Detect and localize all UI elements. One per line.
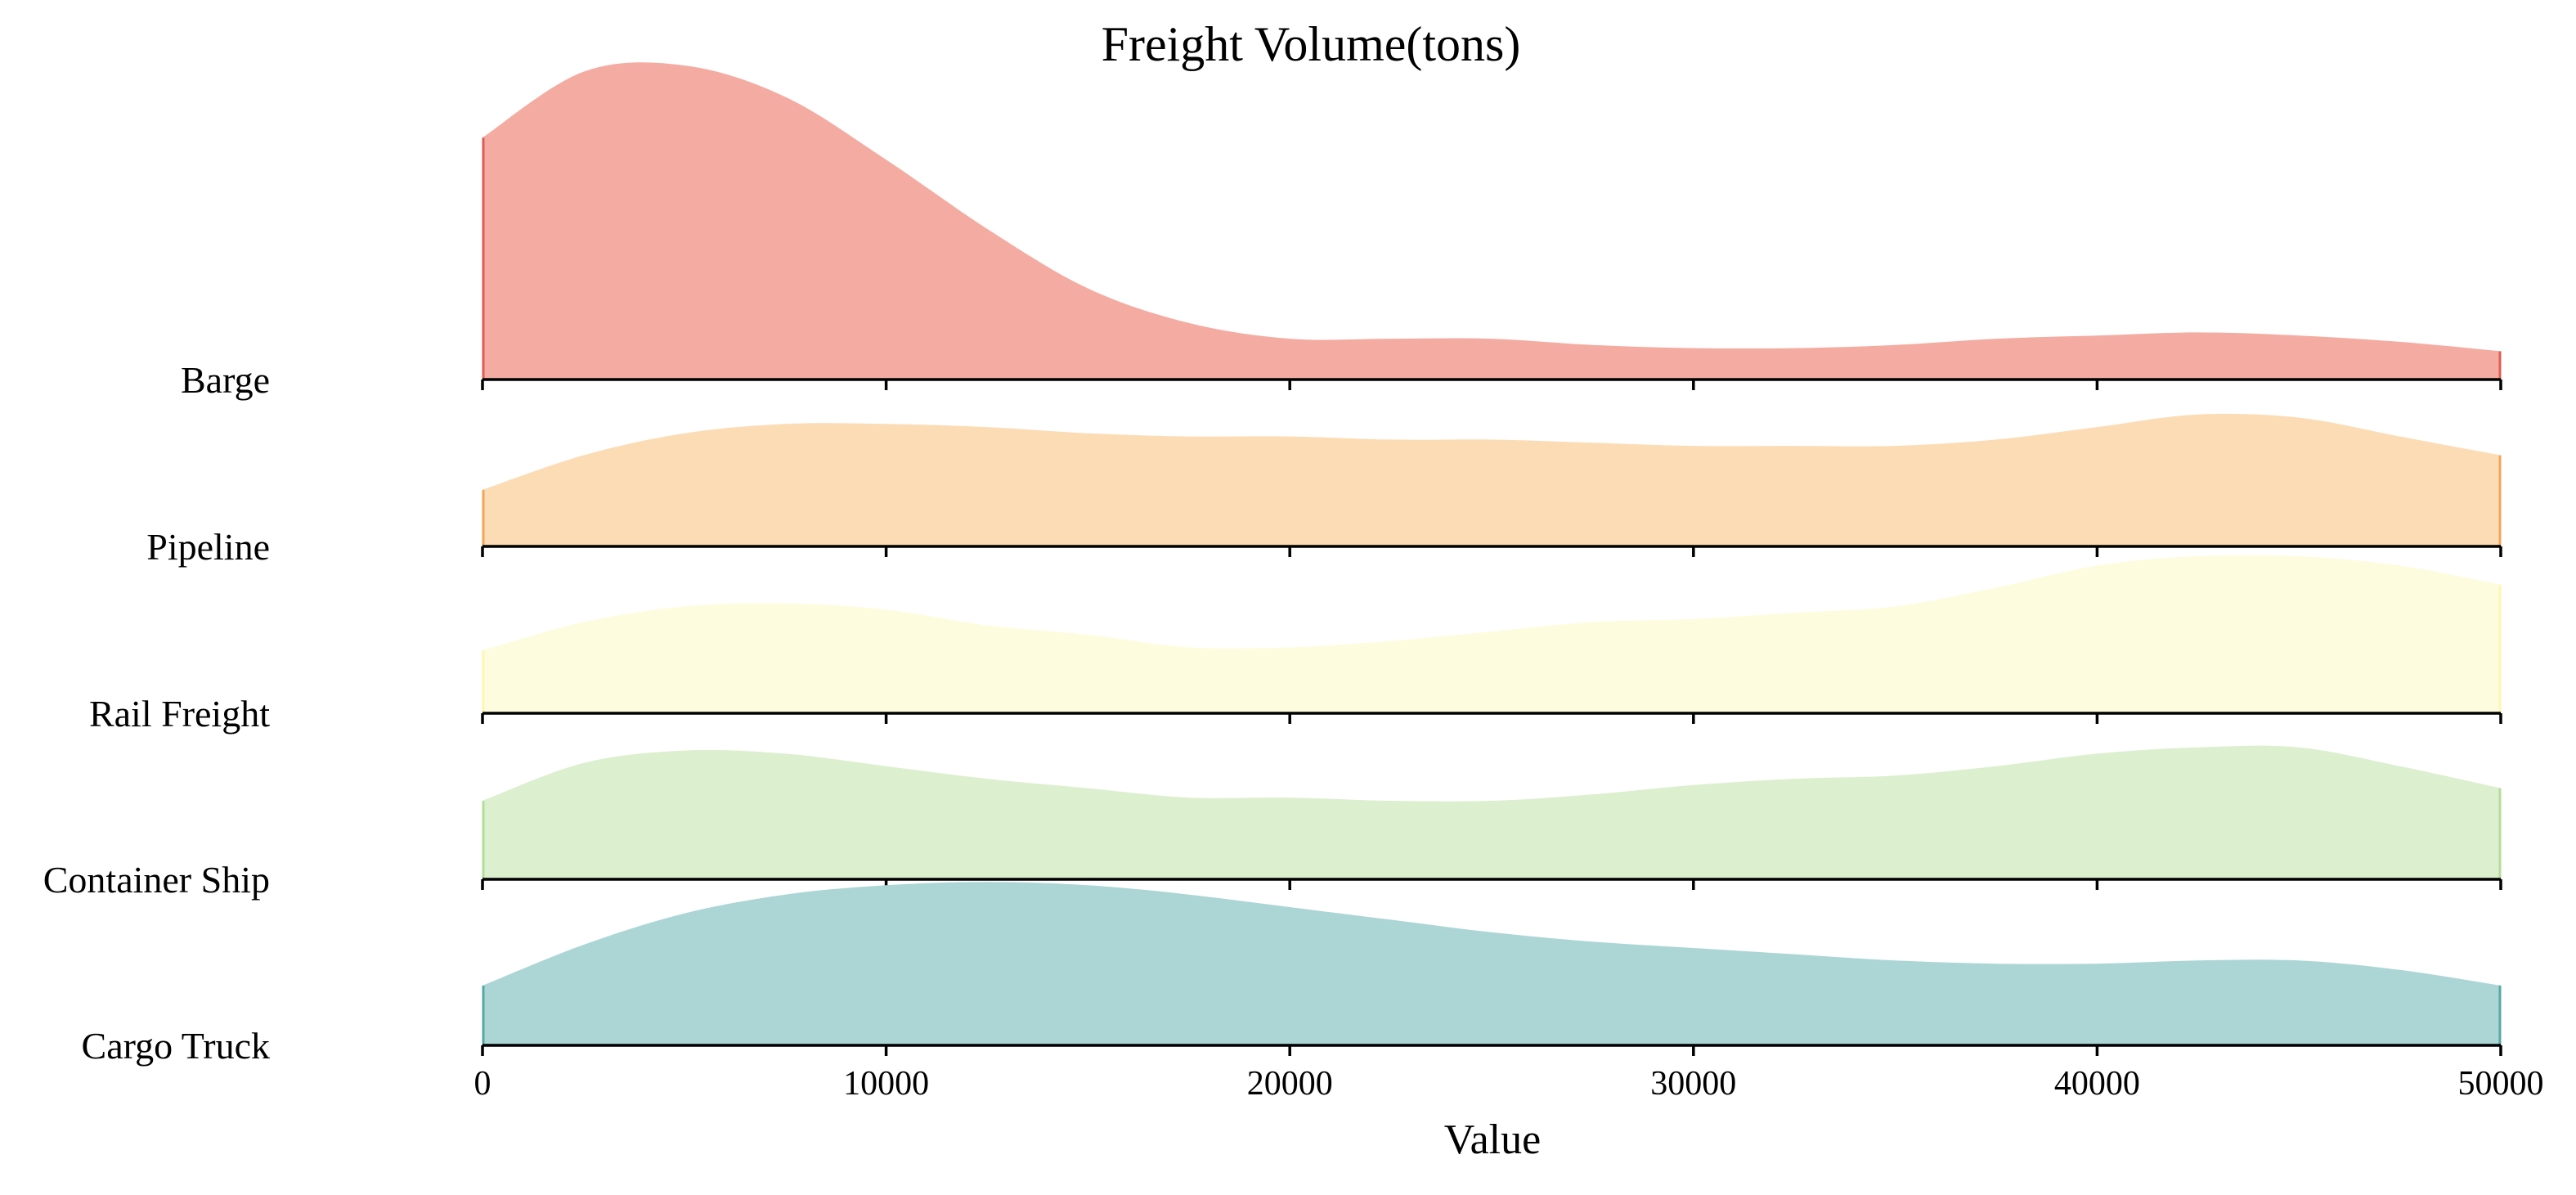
ridge-area-pipeline [482, 413, 2501, 546]
row-label-rail-freight: Rail Freight [89, 693, 270, 735]
x-axis-label: Value [1444, 1116, 1541, 1163]
ridge-pipeline: Pipeline [146, 413, 2502, 568]
ridge-rail-freight: Rail Freight [89, 555, 2502, 735]
row-label-cargo-truck: Cargo Truck [82, 1025, 270, 1067]
x-tick-label: 20000 [1247, 1065, 1333, 1103]
row-label-container-ship: Container Ship [43, 859, 270, 901]
ridge-area-container-ship [482, 745, 2501, 879]
ridge-container-ship: Container Ship [43, 745, 2502, 901]
ridges-group: Barge Pipeline Rail Freight Container Ship C… [43, 62, 2502, 1067]
row-label-barge: Barge [181, 359, 270, 401]
ridge-cargo-truck: Cargo Truck [82, 882, 2502, 1067]
ridge-barge: Barge [181, 62, 2502, 401]
ridge-area-cargo-truck [482, 882, 2501, 1045]
x-tick-label: 10000 [843, 1065, 929, 1103]
row-label-pipeline: Pipeline [146, 526, 270, 568]
x-tick-label: 50000 [2458, 1065, 2544, 1103]
x-tick-label: 0 [474, 1065, 491, 1103]
ridge-area-rail-freight [482, 555, 2501, 713]
chart-title: Freight Volume(tons) [1102, 17, 1521, 71]
ridge-area-barge [482, 62, 2501, 380]
x-tick-labels: 0 10000 20000 30000 40000 50000 [474, 1065, 2544, 1103]
x-tick-label: 40000 [2054, 1065, 2140, 1103]
x-tick-label: 30000 [1650, 1065, 1736, 1103]
